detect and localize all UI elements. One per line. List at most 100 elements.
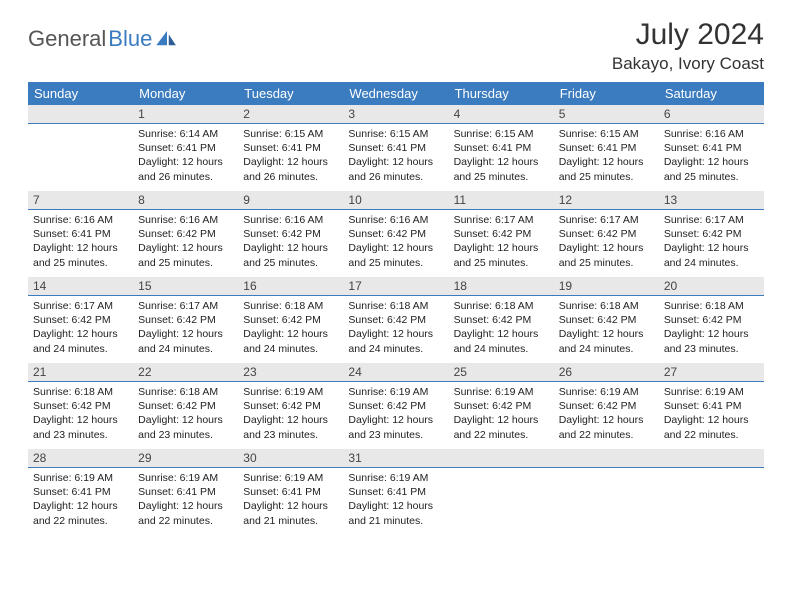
day-cell: 23Sunrise: 6:19 AMSunset: 6:42 PMDayligh… <box>238 363 343 449</box>
day-details: Sunrise: 6:17 AMSunset: 6:42 PMDaylight:… <box>133 296 238 360</box>
day-details: Sunrise: 6:19 AMSunset: 6:42 PMDaylight:… <box>343 382 448 446</box>
day-cell: 9Sunrise: 6:16 AMSunset: 6:42 PMDaylight… <box>238 191 343 277</box>
day-cell: 3Sunrise: 6:15 AMSunset: 6:41 PMDaylight… <box>343 105 448 191</box>
day-number: 7 <box>28 191 133 210</box>
day-details: Sunrise: 6:16 AMSunset: 6:42 PMDaylight:… <box>133 210 238 274</box>
day-cell <box>659 449 764 532</box>
day-cell <box>449 449 554 532</box>
day-number: 16 <box>238 277 343 296</box>
day-number: 26 <box>554 363 659 382</box>
day-number: 27 <box>659 363 764 382</box>
day-cell: 22Sunrise: 6:18 AMSunset: 6:42 PMDayligh… <box>133 363 238 449</box>
day-details: Sunrise: 6:19 AMSunset: 6:41 PMDaylight:… <box>238 468 343 532</box>
day-cell: 25Sunrise: 6:19 AMSunset: 6:42 PMDayligh… <box>449 363 554 449</box>
weekday-header-row: Sunday Monday Tuesday Wednesday Thursday… <box>28 82 764 105</box>
day-details: Sunrise: 6:18 AMSunset: 6:42 PMDaylight:… <box>28 382 133 446</box>
day-cell: 2Sunrise: 6:15 AMSunset: 6:41 PMDaylight… <box>238 105 343 191</box>
weekday-header: Friday <box>554 82 659 105</box>
day-number: 31 <box>343 449 448 468</box>
day-details: Sunrise: 6:16 AMSunset: 6:41 PMDaylight:… <box>659 124 764 188</box>
day-cell: 15Sunrise: 6:17 AMSunset: 6:42 PMDayligh… <box>133 277 238 363</box>
day-number: 15 <box>133 277 238 296</box>
day-cell: 24Sunrise: 6:19 AMSunset: 6:42 PMDayligh… <box>343 363 448 449</box>
day-cell: 28Sunrise: 6:19 AMSunset: 6:41 PMDayligh… <box>28 449 133 532</box>
day-number: 18 <box>449 277 554 296</box>
day-details: Sunrise: 6:17 AMSunset: 6:42 PMDaylight:… <box>449 210 554 274</box>
day-details: Sunrise: 6:19 AMSunset: 6:42 PMDaylight:… <box>238 382 343 446</box>
day-cell: 5Sunrise: 6:15 AMSunset: 6:41 PMDaylight… <box>554 105 659 191</box>
day-cell <box>28 105 133 191</box>
day-number: 5 <box>554 105 659 124</box>
day-number: 23 <box>238 363 343 382</box>
day-number: 21 <box>28 363 133 382</box>
day-number: 29 <box>133 449 238 468</box>
day-number: 14 <box>28 277 133 296</box>
day-number: 3 <box>343 105 448 124</box>
day-cell: 14Sunrise: 6:17 AMSunset: 6:42 PMDayligh… <box>28 277 133 363</box>
day-details: Sunrise: 6:15 AMSunset: 6:41 PMDaylight:… <box>343 124 448 188</box>
day-cell: 7Sunrise: 6:16 AMSunset: 6:41 PMDaylight… <box>28 191 133 277</box>
weekday-header: Monday <box>133 82 238 105</box>
day-number: 20 <box>659 277 764 296</box>
day-number: 10 <box>343 191 448 210</box>
weekday-header: Wednesday <box>343 82 448 105</box>
day-cell: 19Sunrise: 6:18 AMSunset: 6:42 PMDayligh… <box>554 277 659 363</box>
day-cell: 20Sunrise: 6:18 AMSunset: 6:42 PMDayligh… <box>659 277 764 363</box>
day-cell: 12Sunrise: 6:17 AMSunset: 6:42 PMDayligh… <box>554 191 659 277</box>
sail-icon <box>156 31 178 47</box>
calendar-table: Sunday Monday Tuesday Wednesday Thursday… <box>28 82 764 532</box>
day-details: Sunrise: 6:19 AMSunset: 6:41 PMDaylight:… <box>28 468 133 532</box>
day-number <box>28 105 133 124</box>
day-cell: 26Sunrise: 6:19 AMSunset: 6:42 PMDayligh… <box>554 363 659 449</box>
week-row: 7Sunrise: 6:16 AMSunset: 6:41 PMDaylight… <box>28 191 764 277</box>
day-details: Sunrise: 6:18 AMSunset: 6:42 PMDaylight:… <box>133 382 238 446</box>
day-number: 4 <box>449 105 554 124</box>
logo-text-blue: Blue <box>108 26 152 52</box>
day-details: Sunrise: 6:17 AMSunset: 6:42 PMDaylight:… <box>554 210 659 274</box>
logo-text-general: General <box>28 26 106 52</box>
calendar-body: 1Sunrise: 6:14 AMSunset: 6:41 PMDaylight… <box>28 105 764 532</box>
calendar-page: GeneralBlue July 2024 Bakayo, Ivory Coas… <box>0 0 792 550</box>
weekday-header: Tuesday <box>238 82 343 105</box>
day-details: Sunrise: 6:18 AMSunset: 6:42 PMDaylight:… <box>554 296 659 360</box>
day-number: 13 <box>659 191 764 210</box>
day-number: 22 <box>133 363 238 382</box>
day-number: 28 <box>28 449 133 468</box>
weekday-header: Sunday <box>28 82 133 105</box>
day-details: Sunrise: 6:19 AMSunset: 6:41 PMDaylight:… <box>659 382 764 446</box>
day-details: Sunrise: 6:14 AMSunset: 6:41 PMDaylight:… <box>133 124 238 188</box>
day-cell: 21Sunrise: 6:18 AMSunset: 6:42 PMDayligh… <box>28 363 133 449</box>
day-details: Sunrise: 6:16 AMSunset: 6:42 PMDaylight:… <box>343 210 448 274</box>
day-cell: 17Sunrise: 6:18 AMSunset: 6:42 PMDayligh… <box>343 277 448 363</box>
day-number: 9 <box>238 191 343 210</box>
day-details: Sunrise: 6:19 AMSunset: 6:41 PMDaylight:… <box>343 468 448 532</box>
day-number <box>554 449 659 468</box>
day-number: 8 <box>133 191 238 210</box>
day-details: Sunrise: 6:19 AMSunset: 6:42 PMDaylight:… <box>449 382 554 446</box>
day-number: 30 <box>238 449 343 468</box>
day-cell: 1Sunrise: 6:14 AMSunset: 6:41 PMDaylight… <box>133 105 238 191</box>
day-cell: 4Sunrise: 6:15 AMSunset: 6:41 PMDaylight… <box>449 105 554 191</box>
day-number: 24 <box>343 363 448 382</box>
day-details: Sunrise: 6:18 AMSunset: 6:42 PMDaylight:… <box>449 296 554 360</box>
header: GeneralBlue July 2024 Bakayo, Ivory Coas… <box>28 18 764 74</box>
week-row: 1Sunrise: 6:14 AMSunset: 6:41 PMDaylight… <box>28 105 764 191</box>
day-cell: 29Sunrise: 6:19 AMSunset: 6:41 PMDayligh… <box>133 449 238 532</box>
weekday-header: Thursday <box>449 82 554 105</box>
day-cell: 8Sunrise: 6:16 AMSunset: 6:42 PMDaylight… <box>133 191 238 277</box>
day-number <box>659 449 764 468</box>
day-details: Sunrise: 6:19 AMSunset: 6:42 PMDaylight:… <box>554 382 659 446</box>
day-number: 19 <box>554 277 659 296</box>
day-number: 25 <box>449 363 554 382</box>
day-cell: 6Sunrise: 6:16 AMSunset: 6:41 PMDaylight… <box>659 105 764 191</box>
day-details: Sunrise: 6:18 AMSunset: 6:42 PMDaylight:… <box>659 296 764 360</box>
week-row: 14Sunrise: 6:17 AMSunset: 6:42 PMDayligh… <box>28 277 764 363</box>
location: Bakayo, Ivory Coast <box>612 54 764 74</box>
day-details: Sunrise: 6:15 AMSunset: 6:41 PMDaylight:… <box>449 124 554 188</box>
day-cell: 30Sunrise: 6:19 AMSunset: 6:41 PMDayligh… <box>238 449 343 532</box>
day-details: Sunrise: 6:17 AMSunset: 6:42 PMDaylight:… <box>28 296 133 360</box>
weekday-header: Saturday <box>659 82 764 105</box>
title-block: July 2024 Bakayo, Ivory Coast <box>612 18 764 74</box>
day-number: 11 <box>449 191 554 210</box>
day-details: Sunrise: 6:16 AMSunset: 6:41 PMDaylight:… <box>28 210 133 274</box>
